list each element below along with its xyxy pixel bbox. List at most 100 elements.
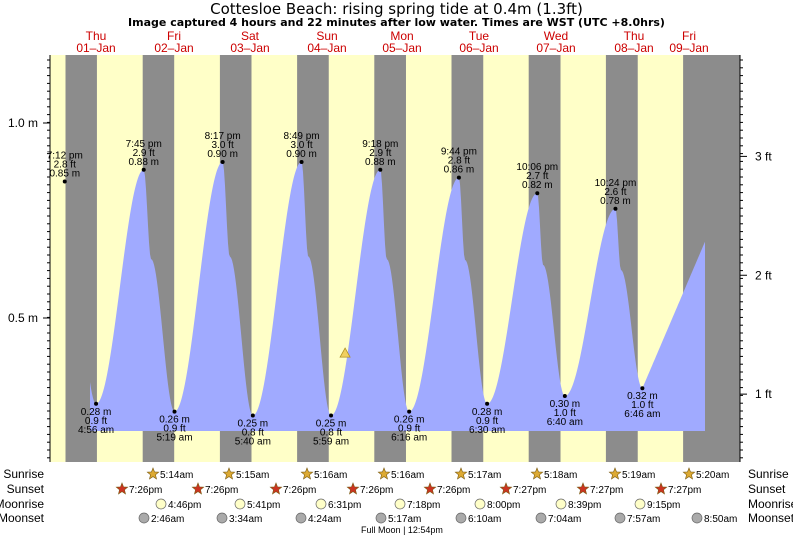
low-tide-feet: 0.8 ft: [320, 428, 342, 439]
high-tide-time: 8:49 pm: [284, 131, 320, 142]
moonrise-row-label-left: Moonrise: [0, 497, 44, 511]
moonrise-time: 8:39pm: [568, 500, 601, 511]
low-tide-meters: 0.28 m: [472, 407, 503, 418]
daylight-band: [50, 55, 66, 462]
sunset-time: 7:26pm: [437, 485, 470, 496]
day-date: 03–Jan: [230, 41, 269, 55]
sunrise-time: 5:17am: [468, 470, 501, 481]
high-tide-meters: 0.85 m: [49, 169, 80, 180]
moonrise-time: 9:15pm: [647, 500, 680, 511]
sunrise-time: 5:20am: [696, 470, 729, 481]
low-tide-point: [485, 401, 490, 406]
sunrise-time: 5:16am: [314, 470, 347, 481]
sunset-star-icon: [576, 482, 590, 495]
right-tick-label: 2 ft: [755, 268, 772, 282]
high-tide-meters: 0.82 m: [522, 180, 553, 191]
sunrise-time: 5:15am: [236, 470, 269, 481]
moonset-moon-icon: [691, 512, 703, 524]
sunrise-star-icon: [608, 467, 622, 480]
high-tide-feet: 3.0 ft: [212, 140, 234, 151]
low-tide-time: 5:59 am: [313, 437, 349, 448]
sunset-star-icon: [499, 482, 513, 495]
low-tide-feet: 0.8 ft: [242, 428, 264, 439]
day-name: Wed: [544, 29, 568, 43]
high-tide-feet: 2.7 ft: [526, 171, 548, 182]
moonrise-moon-icon: [394, 498, 406, 510]
moonset-moon-icon: [614, 512, 626, 524]
sunset-time: 7:26pm: [205, 485, 238, 496]
high-tide-meters: 0.88 m: [128, 157, 159, 168]
high-tide-point: [299, 160, 304, 164]
high-tide-feet: 3.0 ft: [290, 140, 312, 151]
low-tide-time: 6:40 am: [547, 417, 583, 428]
moonrise-time: 4:46pm: [168, 500, 201, 511]
high-tide-time: 9:44 pm: [441, 147, 477, 158]
day-name: Fri: [167, 29, 181, 43]
day-date: 09–Jan: [669, 41, 708, 55]
sunrise-time: 5:18am: [544, 470, 577, 481]
moonrise-moon-icon: [474, 498, 486, 510]
sunset-time: 7:26pm: [360, 485, 393, 496]
day-date: 01–Jan: [76, 41, 115, 55]
sunset-star-icon: [269, 482, 283, 495]
day-name: Sat: [241, 29, 260, 43]
sunrise-row-label-right: Sunrise: [748, 467, 789, 481]
sunrise-star-icon: [377, 467, 391, 480]
right-tick-label: 3 ft: [755, 149, 772, 163]
day-name: Sun: [316, 29, 337, 43]
low-tide-feet: 0.9 ft: [476, 416, 498, 427]
high-tide-point: [535, 191, 540, 196]
low-tide-time: 5:40 am: [235, 437, 271, 448]
high-tide-meters: 0.90 m: [286, 149, 317, 160]
high-tide-point: [62, 179, 67, 184]
moonrise-moon-icon: [315, 498, 327, 510]
high-tide-meters: 0.78 m: [600, 196, 631, 207]
sunrise-row-label-left: Sunrise: [3, 467, 44, 481]
sunset-row-label-left: Sunset: [7, 482, 45, 496]
moonset-moon-icon: [535, 512, 547, 524]
low-tide-time: 6:46 am: [624, 409, 660, 420]
low-tide-time: 4:56 am: [78, 425, 114, 436]
low-tide-time: 6:30 am: [469, 425, 505, 436]
tide-area: [90, 162, 705, 431]
sunset-star-icon: [191, 482, 205, 495]
left-tick-label: 0.5 m: [8, 311, 38, 325]
sunrise-time: 5:14am: [160, 470, 193, 481]
sunrise-time: 5:19am: [622, 470, 655, 481]
moonrise-row-label-right: Moonrise: [748, 497, 793, 511]
high-tide-feet: 2.9 ft: [133, 148, 155, 159]
low-tide-point: [250, 413, 255, 418]
sunset-time: 7:26pm: [129, 485, 162, 496]
moonset-moon-icon: [216, 512, 228, 524]
day-date: 06–Jan: [459, 41, 498, 55]
high-tide-time: 7:45 pm: [126, 139, 162, 150]
moonset-moon-icon: [295, 512, 307, 524]
right-tick-label: 1 ft: [755, 387, 772, 401]
moonset-time: 7:57am: [627, 514, 660, 525]
high-tide-meters: 0.88 m: [365, 157, 396, 168]
low-tide-feet: 0.9 ft: [85, 416, 107, 427]
sunset-time: 7:27pm: [513, 485, 546, 496]
low-tide-meters: 0.32 m: [627, 391, 658, 402]
day-date: 07–Jan: [536, 41, 575, 55]
low-tide-feet: 1.0 ft: [631, 400, 653, 411]
high-tide-point: [613, 206, 618, 211]
sunset-time: 7:26pm: [283, 485, 316, 496]
day-name: Thu: [86, 29, 107, 43]
sunrise-star-icon: [146, 467, 160, 480]
day-name: Thu: [624, 29, 645, 43]
moonrise-moon-icon: [234, 498, 246, 510]
moonset-row-label-right: Moonset: [748, 511, 793, 525]
day-name: Fri: [682, 29, 696, 43]
day-date: 05–Jan: [382, 41, 421, 55]
day-name: Tue: [469, 29, 490, 43]
high-tide-point: [456, 175, 461, 180]
low-tide-feet: 1.0 ft: [554, 408, 576, 419]
low-tide-point: [407, 409, 412, 414]
moonset-time: 7:04am: [548, 514, 581, 525]
high-tide-time: 10:24 pm: [595, 178, 637, 189]
moonrise-time: 8:00pm: [487, 500, 520, 511]
moonrise-time: 6:31pm: [328, 500, 361, 511]
